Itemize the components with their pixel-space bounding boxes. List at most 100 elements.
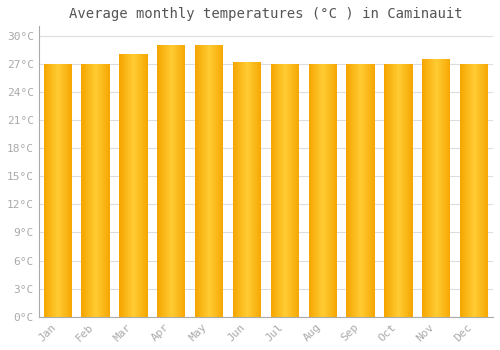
Bar	[286, 64, 287, 317]
Bar	[395, 64, 396, 317]
Bar	[289, 64, 290, 317]
Bar	[122, 54, 123, 317]
Bar	[358, 64, 359, 317]
Bar	[135, 54, 136, 317]
Bar	[398, 64, 399, 317]
Bar	[349, 64, 350, 317]
Bar	[362, 64, 364, 317]
Bar	[219, 45, 220, 317]
Bar	[159, 45, 160, 317]
Bar	[86, 64, 87, 317]
Bar	[429, 59, 430, 317]
Bar	[319, 64, 320, 317]
Bar	[207, 45, 208, 317]
Bar	[315, 64, 316, 317]
Bar	[392, 64, 394, 317]
Bar	[408, 64, 409, 317]
Bar	[324, 64, 325, 317]
Bar	[68, 64, 69, 317]
Bar	[195, 45, 196, 317]
Bar	[316, 64, 317, 317]
Bar	[487, 64, 488, 317]
Bar	[129, 54, 130, 317]
Bar	[64, 64, 65, 317]
Bar	[109, 64, 110, 317]
Bar	[82, 64, 83, 317]
Bar	[196, 45, 197, 317]
Bar	[184, 45, 185, 317]
Bar	[369, 64, 370, 317]
Bar	[177, 45, 178, 317]
Bar	[58, 64, 59, 317]
Bar	[170, 45, 172, 317]
Bar	[88, 64, 89, 317]
Bar	[360, 64, 362, 317]
Bar	[444, 59, 445, 317]
Bar	[164, 45, 165, 317]
Bar	[218, 45, 219, 317]
Bar	[313, 64, 314, 317]
Bar	[120, 54, 122, 317]
Bar	[346, 64, 347, 317]
Bar	[352, 64, 353, 317]
Bar	[126, 54, 127, 317]
Title: Average monthly temperatures (°C ) in Caminauit: Average monthly temperatures (°C ) in Ca…	[69, 7, 462, 21]
Bar	[90, 64, 92, 317]
Bar	[198, 45, 199, 317]
Bar	[254, 62, 255, 317]
Bar	[438, 59, 439, 317]
Bar	[168, 45, 169, 317]
Bar	[130, 54, 132, 317]
Bar	[240, 62, 242, 317]
Bar	[297, 64, 298, 317]
Bar	[87, 64, 88, 317]
Bar	[210, 45, 212, 317]
Bar	[287, 64, 288, 317]
Bar	[94, 64, 95, 317]
Bar	[329, 64, 330, 317]
Bar	[212, 45, 214, 317]
Bar	[367, 64, 368, 317]
Bar	[260, 62, 261, 317]
Bar	[312, 64, 313, 317]
Bar	[332, 64, 334, 317]
Bar	[276, 64, 277, 317]
Bar	[384, 64, 385, 317]
Bar	[394, 64, 395, 317]
Bar	[141, 54, 142, 317]
Bar	[437, 59, 438, 317]
Bar	[220, 45, 221, 317]
Bar	[467, 64, 468, 317]
Bar	[427, 59, 428, 317]
Bar	[62, 64, 64, 317]
Bar	[330, 64, 331, 317]
Bar	[336, 64, 337, 317]
Bar	[165, 45, 166, 317]
Bar	[147, 54, 148, 317]
Bar	[325, 64, 326, 317]
Bar	[278, 64, 279, 317]
Bar	[309, 64, 310, 317]
Bar	[45, 64, 46, 317]
Bar	[66, 64, 67, 317]
Bar	[464, 64, 465, 317]
Bar	[104, 64, 105, 317]
Bar	[138, 54, 139, 317]
Bar	[258, 62, 259, 317]
Bar	[468, 64, 469, 317]
Bar	[445, 59, 446, 317]
Bar	[99, 64, 100, 317]
Bar	[144, 54, 145, 317]
Bar	[406, 64, 407, 317]
Bar	[106, 64, 107, 317]
Bar	[422, 59, 423, 317]
Bar	[317, 64, 318, 317]
Bar	[328, 64, 329, 317]
Bar	[402, 64, 404, 317]
Bar	[250, 62, 252, 317]
Bar	[449, 59, 450, 317]
Bar	[390, 64, 392, 317]
Bar	[407, 64, 408, 317]
Bar	[174, 45, 175, 317]
Bar	[107, 64, 108, 317]
